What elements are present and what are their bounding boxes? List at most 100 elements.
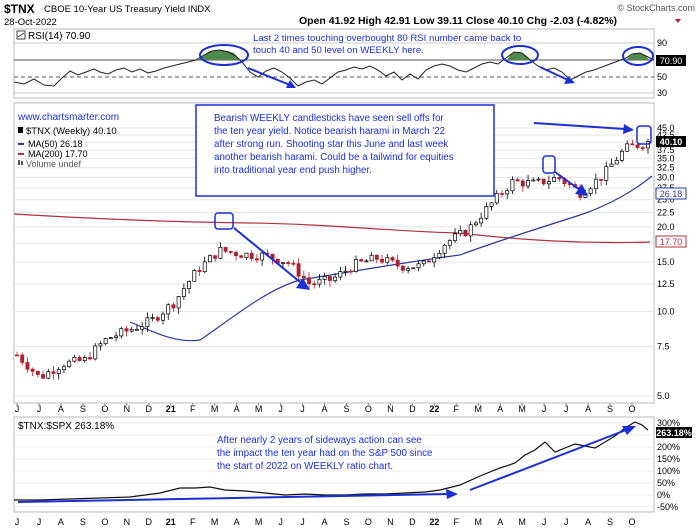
security-name: CBOE 10-Year US Treasury Yield INDX [44,4,211,15]
candle-body [385,257,390,263]
candle-body [546,181,551,185]
candle-body [364,260,369,263]
candle-body [416,263,421,269]
candle-body [526,180,531,187]
candle-body [453,233,457,241]
price-tick-label: 30.0 [657,172,675,182]
ma200-value-tag-text: 17.70 [660,237,683,247]
candle-body [176,296,181,309]
price-annotation-line-1: Bearish WEEKLY candlesticks have seen se… [214,113,445,124]
shooting-star-marker [542,155,556,174]
x-tick-label: O [628,517,635,527]
rsi-label: RSI(14) 70.90 [28,31,91,42]
candle-body [468,224,473,237]
candle-body [134,328,139,331]
price-tick-label: 20.0 [657,222,675,232]
candlesticks [15,138,650,380]
x-tick-label: J [15,404,20,414]
rsi-line [13,49,655,87]
x-tick-label: F [454,404,460,414]
candle-body [635,144,640,148]
candle-body [254,258,259,261]
price-tick-label: 37.5 [657,145,675,155]
candle-body [515,179,520,182]
ma50-line [129,175,653,342]
candle-body [614,160,619,165]
candle-body [124,328,129,332]
x-tick-label: O [628,404,635,414]
candle-body [390,257,395,261]
candle-body [473,222,478,226]
candle-body [281,262,285,264]
price-tick-label: 35.0 [657,154,675,164]
candle-body [41,374,46,379]
candle-body [432,257,437,263]
candle-body [317,279,322,285]
candle-body [343,270,348,273]
candle-body [145,317,150,328]
x-tick-label: A [234,404,240,414]
x-tick-label: N [124,517,131,527]
candle-body [588,188,593,194]
candle-body [505,190,510,195]
candle-body [98,343,103,347]
candle-body [301,275,306,279]
candle-body [338,271,343,278]
x-tick-label: N [387,404,394,414]
candle-body [609,163,614,168]
price-tick-label: 7.5 [657,342,670,352]
price-panel: 5.07.510.012.515.017.520.022.525.027.530… [13,102,687,404]
x-tick-label: J [37,517,42,527]
rsi-value-tag [656,55,686,66]
candle-body [234,251,238,257]
x-tick-label: M [211,404,219,414]
x-tick-label: A [497,517,503,527]
candle-body [400,265,405,271]
rsi-annotation-line-1: Last 2 times touching overbought 80 RSI … [253,33,521,44]
ratio-tick-label: 50% [657,478,675,488]
candle-body [604,166,609,181]
x-tick-label: S [80,404,86,414]
x-tick-label: D [409,517,416,527]
candle-body [260,252,265,261]
ratio-label: $TNX:$SPX 263.18% [18,421,114,432]
candle-body [161,313,165,321]
x-tick-label: S [343,517,349,527]
x-tick-label: 21 [166,404,176,414]
x-tick-label: M [255,404,263,414]
candle-body [72,356,77,362]
price-tick-label: 25.0 [657,195,675,205]
x-tick-label: A [58,517,64,527]
candle-body [30,368,35,372]
rsi-annotation-line-2: touch 40 and 50 level on WEEKLY here. [253,45,424,56]
candle-body [374,254,379,260]
watermark: © StockCharts.com [617,3,695,13]
ma50-value-tag [655,187,687,200]
candle-body [427,260,431,263]
x-tick-label: A [585,404,591,414]
ratio-annotation-line-1: After nearly 2 years of sideways action … [217,435,422,446]
candle-body [61,366,66,371]
ratio-arrow-2 [469,429,627,491]
price-tick-label: 5.0 [657,391,670,401]
candle-body [67,360,72,368]
candle-body [171,304,176,309]
price-annotation-line-4: another bearish harami. Could be a tailw… [214,152,454,163]
candle-body [208,255,212,263]
x-tick-label: J [300,404,305,414]
candle-body [541,178,546,185]
down-triangle-icon [675,19,681,23]
x-tick-label: M [255,517,263,527]
symbol: $TNX [4,2,35,16]
candle-body [140,326,145,330]
candle-body [223,246,228,252]
candle-body [458,230,463,235]
rsi-value-tag-text: 70.90 [660,56,683,66]
candle-body [447,240,452,246]
harami-march-marker [214,212,234,230]
candle-body [197,270,202,273]
candle-body [327,276,332,281]
candle-body [322,276,327,280]
candle-body [593,178,598,190]
